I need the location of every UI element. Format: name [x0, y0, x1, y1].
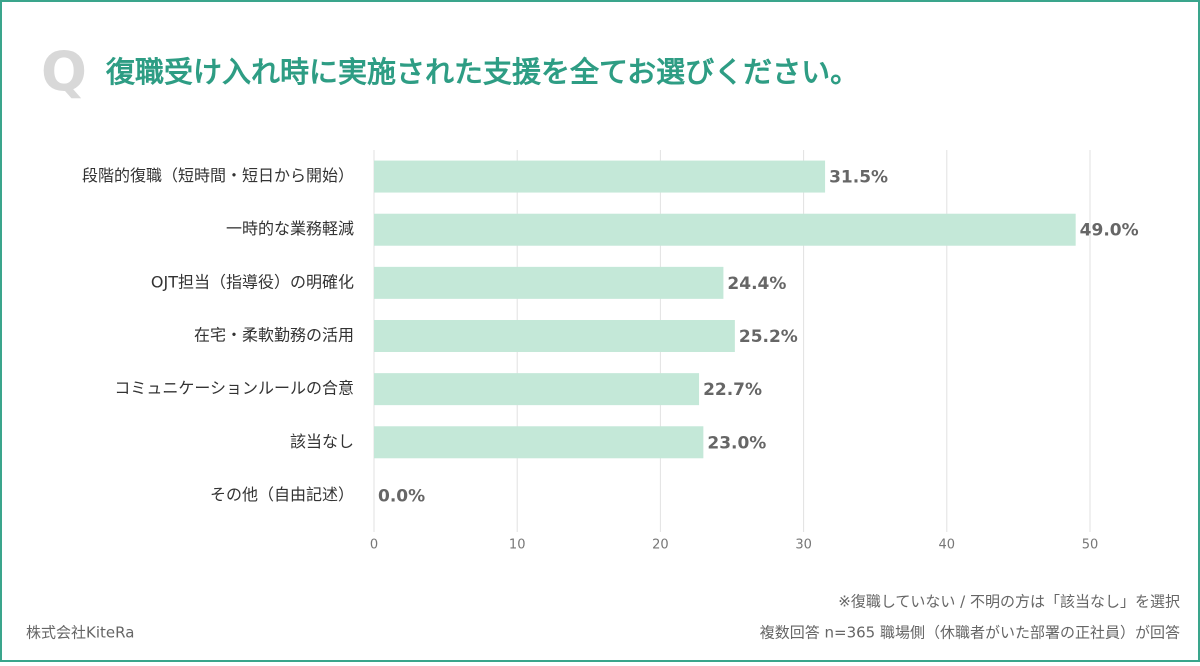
- x-tick-label: 10: [509, 538, 526, 553]
- x-tick-label: 20: [652, 538, 669, 553]
- source: 株式会社KiteRa: [26, 624, 134, 642]
- bar: [374, 160, 826, 193]
- value-label: 49.0%: [1080, 221, 1139, 241]
- note: ※復職していない / 不明の方は「該当なし」を選択: [838, 593, 1180, 611]
- y-tick-label: 在宅・柔軟勤務の活用: [194, 326, 354, 345]
- x-tick-label: 40: [939, 538, 956, 553]
- chart-title: 復職受け入れ時に実施された支援を全てお選びください。: [105, 55, 859, 89]
- question-icon: Q: [41, 41, 87, 104]
- value-label: 24.4%: [727, 274, 786, 294]
- bar: [374, 320, 735, 352]
- y-tick-label: 該当なし: [290, 432, 354, 451]
- y-tick-label: 段階的復職（短時間・短日から開始）: [82, 166, 354, 185]
- y-tick-label: 一時的な業務軽減: [226, 219, 354, 238]
- value-label: 0.0%: [378, 486, 425, 506]
- x-tick-label: 30: [795, 538, 812, 553]
- value-label: 22.7%: [703, 380, 762, 400]
- bar: [374, 373, 700, 406]
- x-tick-label: 50: [1082, 538, 1099, 553]
- y-tick-label: コミュニケーションルールの合意: [114, 379, 354, 398]
- y-tick-label: その他（自由記述）: [210, 485, 354, 504]
- bar: [374, 213, 1076, 246]
- x-tick-label: 0: [370, 538, 378, 553]
- bar: [374, 426, 704, 459]
- value-label: 23.0%: [707, 433, 766, 453]
- y-tick-label: OJT担当（指導役）の明確化: [151, 272, 354, 291]
- note: 複数回答 n=365 職場側（休職者がいた部署の正社員）が回答: [760, 624, 1180, 642]
- value-label: 31.5%: [829, 168, 888, 188]
- bar: [374, 266, 724, 299]
- value-label: 25.2%: [739, 327, 798, 347]
